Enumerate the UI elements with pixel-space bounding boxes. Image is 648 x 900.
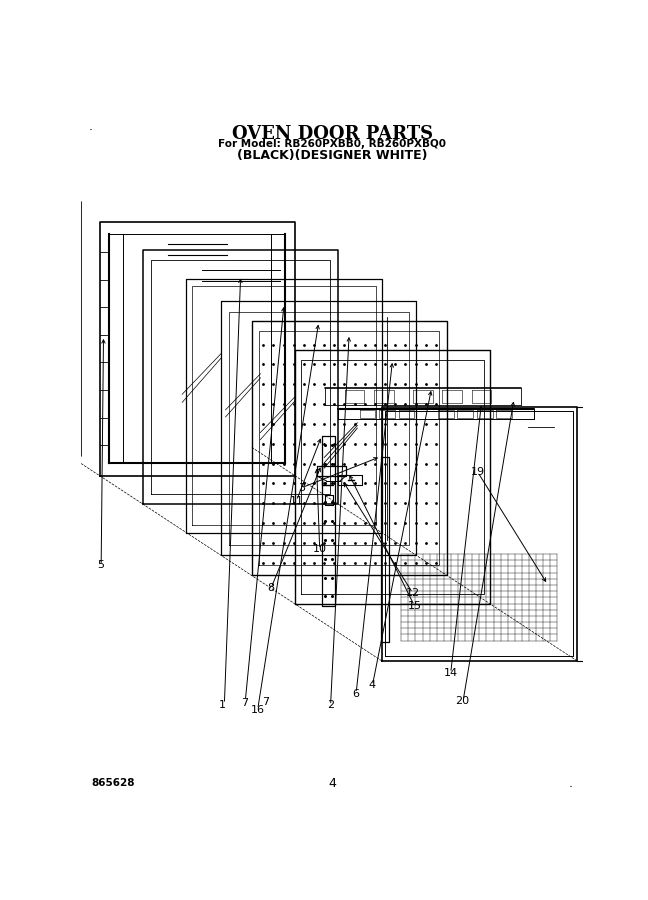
Text: 4: 4 bbox=[328, 777, 336, 790]
Text: For Model: RB260PXBB0, RB260PXBQ0: For Model: RB260PXBB0, RB260PXBQ0 bbox=[218, 139, 446, 148]
Text: 3: 3 bbox=[299, 482, 305, 493]
Text: 15: 15 bbox=[408, 600, 421, 610]
Text: OVEN DOOR PARTS: OVEN DOOR PARTS bbox=[231, 125, 433, 143]
Text: 6: 6 bbox=[353, 688, 360, 698]
Text: 7: 7 bbox=[262, 697, 270, 706]
Text: 865628: 865628 bbox=[92, 778, 135, 788]
Text: 19: 19 bbox=[470, 467, 485, 477]
Text: 2: 2 bbox=[327, 700, 334, 710]
Text: 14: 14 bbox=[444, 668, 458, 678]
Text: .: . bbox=[568, 777, 572, 790]
Text: 10: 10 bbox=[313, 544, 327, 554]
Text: .: . bbox=[89, 120, 93, 132]
Text: 12: 12 bbox=[406, 588, 419, 598]
Text: (BLACK)(DESIGNER WHITE): (BLACK)(DESIGNER WHITE) bbox=[237, 148, 427, 162]
Text: 16: 16 bbox=[251, 706, 265, 716]
Text: 4: 4 bbox=[369, 680, 376, 690]
Text: 5: 5 bbox=[98, 561, 104, 571]
Text: 8: 8 bbox=[267, 583, 274, 593]
Text: 1: 1 bbox=[219, 700, 226, 710]
Text: 20: 20 bbox=[456, 696, 470, 706]
Text: 7: 7 bbox=[240, 698, 248, 707]
Text: 11: 11 bbox=[290, 496, 304, 506]
